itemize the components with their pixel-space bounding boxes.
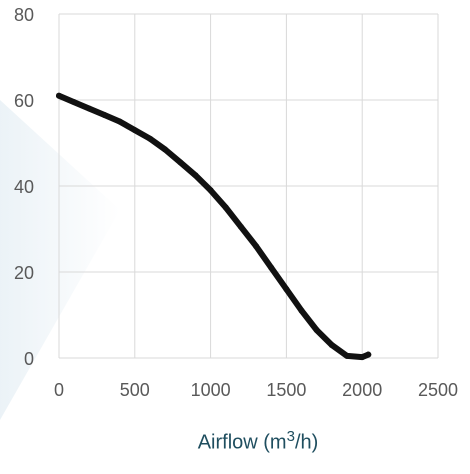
data-point [177, 159, 184, 166]
data-point [313, 327, 320, 334]
data-point [268, 264, 275, 271]
data-point [131, 127, 138, 134]
x-tick-label: 500 [120, 380, 150, 400]
data-point [162, 146, 169, 153]
data-point [116, 118, 123, 125]
data-point [283, 286, 290, 293]
data-point [328, 342, 335, 349]
background-watermark [0, 100, 120, 420]
y-tick-label: 60 [14, 91, 34, 111]
data-point [344, 352, 351, 359]
y-tick-label: 0 [24, 349, 34, 369]
grid [58, 13, 439, 359]
series [56, 92, 372, 361]
x-axis-label-prefix: Airflow (m [197, 431, 287, 454]
data-point [365, 351, 372, 358]
x-axis-label-superscript: 3 [286, 428, 295, 445]
data-point [71, 99, 78, 106]
x-tick-label: 1500 [266, 380, 306, 400]
y-tick-label: 20 [14, 263, 34, 283]
data-point [222, 204, 229, 211]
x-axis-label: Airflow (m3/h) [0, 428, 470, 455]
x-tick-label: 0 [54, 380, 64, 400]
data-point [298, 307, 305, 314]
data-point [207, 187, 214, 194]
data-point [101, 112, 108, 119]
x-axis-label-suffix: /h) [294, 431, 319, 454]
data-point [253, 243, 260, 250]
data-point [146, 135, 153, 142]
data-point [56, 92, 62, 99]
x-tick-label: 1000 [191, 380, 231, 400]
series-line [56, 92, 372, 361]
y-tick-label: 80 [14, 5, 34, 25]
data-point [192, 172, 199, 179]
x-tick-label: 2500 [418, 380, 458, 400]
data-point [86, 105, 93, 112]
data-point [237, 223, 244, 230]
data-point [359, 354, 366, 361]
x-tick-label: 2000 [342, 380, 382, 400]
y-tick-label: 40 [14, 177, 34, 197]
tick-labels: 0 500 1000 1500 2000 2500 0 20 40 60 80 [14, 5, 458, 400]
